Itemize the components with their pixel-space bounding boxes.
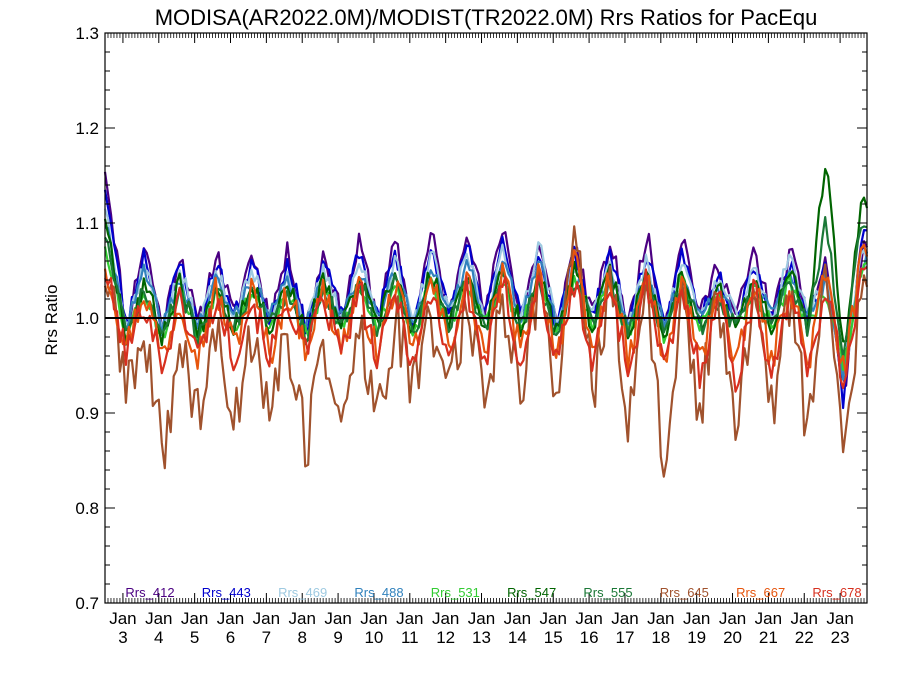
x-tick-month: Jan [683, 609, 710, 628]
x-tick-month: Jan [145, 609, 172, 628]
x-tick-month: Jan [755, 609, 782, 628]
legend-item-rrs-443: Rrs_443 [202, 585, 251, 600]
x-tick-year: 5 [190, 628, 199, 647]
x-tick-year: 8 [297, 628, 306, 647]
legend-item-rrs-667: Rrs_667 [736, 585, 785, 600]
x-tick-month: Jan [217, 609, 244, 628]
legend-item-rrs-412: Rrs_412 [125, 585, 174, 600]
chart-title: MODISA(AR2022.0M)/MODIST(TR2022.0M) Rrs … [155, 5, 818, 30]
x-tick-year: 10 [364, 628, 383, 647]
x-tick-year: 18 [651, 628, 670, 647]
x-tick-year: 9 [333, 628, 342, 647]
x-tick-month: Jan [468, 609, 495, 628]
legend-item-rrs-488: Rrs_488 [354, 585, 403, 600]
y-tick-label: 0.8 [75, 499, 99, 518]
y-tick-label: 0.7 [75, 594, 99, 613]
y-tick-label: 1.0 [75, 309, 99, 328]
x-tick-month: Jan [791, 609, 818, 628]
series-line-rrs-645 [103, 225, 869, 478]
x-tick-month: Jan [396, 609, 423, 628]
y-tick-label: 0.9 [75, 404, 99, 423]
legend-item-rrs-555: Rrs_555 [583, 585, 632, 600]
legend-item-rrs-531: Rrs_531 [431, 585, 480, 600]
x-tick-month: Jan [324, 609, 351, 628]
x-tick-month: Jan [611, 609, 638, 628]
x-tick-year: 19 [687, 628, 706, 647]
x-tick-year: 3 [118, 628, 127, 647]
legend-item-rrs-678: Rrs_678 [812, 585, 861, 600]
x-tick-year: 17 [615, 628, 634, 647]
x-tick-month: Jan [504, 609, 531, 628]
x-tick-month: Jan [719, 609, 746, 628]
x-tick-year: 11 [401, 628, 419, 647]
x-tick-month: Jan [826, 609, 853, 628]
y-tick-label: 1.3 [75, 24, 99, 43]
x-axis: Jan3Jan4Jan5Jan6Jan7Jan8Jan9Jan10Jan11Ja… [104, 33, 868, 647]
y-tick-label: 1.1 [75, 214, 99, 233]
x-tick-year: 12 [436, 628, 455, 647]
x-tick-month: Jan [109, 609, 136, 628]
series-line-rrs-667 [103, 243, 869, 378]
y-tick-label: 1.2 [75, 119, 99, 138]
x-tick-year: 15 [544, 628, 563, 647]
series-lines [103, 167, 869, 478]
series-line-rrs-678 [104, 266, 868, 393]
legend-item-rrs-547: Rrs_547 [507, 585, 556, 600]
x-tick-month: Jan [540, 609, 567, 628]
x-tick-year: 6 [226, 628, 235, 647]
x-tick-month: Jan [432, 609, 459, 628]
x-tick-month: Jan [575, 609, 602, 628]
x-tick-year: 4 [154, 628, 163, 647]
x-tick-year: 23 [831, 628, 850, 647]
x-tick-month: Jan [289, 609, 316, 628]
x-tick-year: 13 [472, 628, 491, 647]
x-tick-month: Jan [360, 609, 387, 628]
legend: Rrs_412 Rrs_443 Rrs_469 Rrs_488 Rrs_531 Rrs_5… [125, 585, 861, 600]
x-tick-month: Jan [181, 609, 208, 628]
x-tick-year: 21 [759, 628, 778, 647]
x-tick-month: Jan [253, 609, 280, 628]
x-tick-year: 20 [723, 628, 742, 647]
x-tick-year: 7 [262, 628, 271, 647]
y-axis-label: Rrs Ratio [42, 285, 61, 356]
legend-item-rrs-645: Rrs_645 [660, 585, 709, 600]
x-tick-year: 16 [580, 628, 599, 647]
x-tick-month: Jan [647, 609, 674, 628]
x-tick-year: 14 [508, 628, 527, 647]
legend-item-rrs-469: Rrs_469 [278, 585, 327, 600]
x-tick-year: 22 [795, 628, 814, 647]
y-axis: 0.7 0.8 0.9 1.0 1.1 1.2 1.3 [75, 24, 867, 613]
